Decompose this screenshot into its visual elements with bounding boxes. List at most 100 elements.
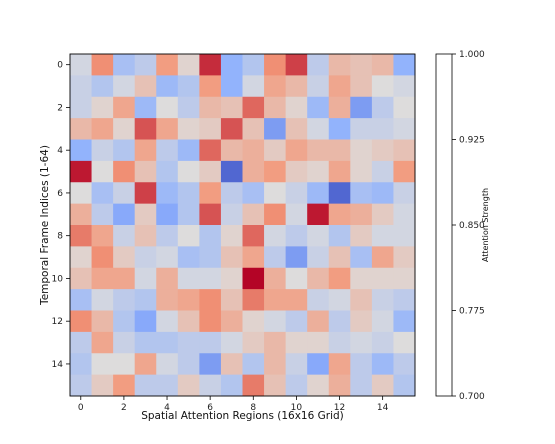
heatmap-cell bbox=[242, 225, 265, 247]
heatmap-cell bbox=[328, 246, 351, 269]
heatmap-cell bbox=[177, 267, 200, 290]
heatmap-cell bbox=[307, 267, 330, 290]
x-tick-label: 8 bbox=[250, 403, 256, 413]
heatmap-cell bbox=[91, 75, 114, 98]
heatmap-cell bbox=[134, 331, 157, 354]
heatmap-cell bbox=[393, 289, 416, 311]
heatmap-cell bbox=[307, 54, 330, 76]
heatmap-cell bbox=[134, 353, 157, 376]
heatmap-cell bbox=[371, 331, 394, 354]
colorbar-tick-label: 0.925 bbox=[459, 136, 485, 146]
heatmap-cell bbox=[177, 331, 200, 354]
heatmap-cell bbox=[393, 118, 416, 140]
heatmap-cell bbox=[91, 374, 114, 397]
heatmap-cell bbox=[134, 54, 157, 76]
heatmap-cell bbox=[91, 160, 114, 183]
heatmap-cell bbox=[371, 182, 394, 205]
heatmap-cell bbox=[242, 182, 265, 205]
heatmap-cell bbox=[70, 139, 92, 162]
heatmap-cell bbox=[70, 331, 92, 354]
heatmap-cell bbox=[156, 182, 179, 205]
heatmap-cell bbox=[350, 96, 373, 119]
heatmap-cell bbox=[70, 225, 92, 247]
x-tick-label: 4 bbox=[164, 403, 170, 413]
heatmap-cell bbox=[70, 353, 92, 376]
heatmap-cell bbox=[134, 182, 157, 205]
heatmap-cell bbox=[220, 289, 243, 311]
heatmap-cell bbox=[264, 225, 287, 247]
heatmap-cell bbox=[264, 182, 287, 205]
heatmap-cell bbox=[177, 246, 200, 269]
heatmap-cell bbox=[199, 374, 222, 397]
heatmap-cell bbox=[242, 374, 265, 397]
heatmap-cell bbox=[371, 289, 394, 311]
heatmap-cell bbox=[264, 310, 287, 333]
heatmap-cell bbox=[220, 160, 243, 183]
heatmap-cell bbox=[350, 374, 373, 397]
heatmap-cell bbox=[264, 54, 287, 76]
heatmap-cell bbox=[91, 118, 114, 140]
heatmap-cell bbox=[285, 203, 308, 226]
heatmap-cell bbox=[307, 118, 330, 140]
heatmap-cell bbox=[328, 374, 351, 397]
colorbar-tick-label: 0.775 bbox=[459, 307, 485, 317]
heatmap-cell bbox=[393, 96, 416, 119]
heatmap-cell bbox=[70, 96, 92, 119]
heatmap-cell bbox=[350, 203, 373, 226]
heatmap-cell bbox=[156, 96, 179, 119]
x-tick-label: 14 bbox=[377, 403, 389, 413]
heatmap-cell bbox=[285, 54, 308, 76]
heatmap-cell bbox=[264, 353, 287, 376]
heatmap-cell bbox=[177, 310, 200, 333]
heatmap-cell bbox=[264, 246, 287, 269]
heatmap-cell bbox=[199, 182, 222, 205]
heatmap-cell bbox=[328, 310, 351, 333]
heatmap-cell bbox=[177, 353, 200, 376]
heatmap-cell bbox=[70, 267, 92, 290]
heatmap-cell bbox=[285, 310, 308, 333]
heatmap-cell bbox=[134, 225, 157, 247]
heatmap-cell bbox=[199, 118, 222, 140]
heatmap-cell bbox=[393, 225, 416, 247]
heatmap-cell bbox=[307, 75, 330, 98]
heatmap-cell bbox=[70, 160, 92, 183]
heatmap-cell bbox=[199, 353, 222, 376]
heatmap-cell bbox=[199, 331, 222, 354]
heatmap-cell bbox=[199, 289, 222, 311]
y-axis-ticks: 0 2 4 6 8 10 12 14 bbox=[52, 61, 70, 370]
heatmap-cell bbox=[371, 96, 394, 119]
heatmap-cell bbox=[264, 374, 287, 397]
heatmap-cell bbox=[285, 75, 308, 98]
plot-frame bbox=[69, 53, 416, 397]
heatmap-cell bbox=[242, 75, 265, 98]
heatmap-cell bbox=[70, 75, 92, 98]
heatmap-cell bbox=[113, 203, 136, 226]
heatmap-cell bbox=[113, 225, 136, 247]
heatmap-cell bbox=[91, 353, 114, 376]
heatmap-cell bbox=[242, 139, 265, 162]
heatmap-cell bbox=[264, 203, 287, 226]
heatmap-cell bbox=[350, 182, 373, 205]
heatmap-cell bbox=[371, 225, 394, 247]
heatmap-cell bbox=[285, 96, 308, 119]
heatmap-cell bbox=[113, 374, 136, 397]
heatmap-cell bbox=[371, 353, 394, 376]
y-tick-label: 14 bbox=[52, 360, 64, 370]
heatmap-cell bbox=[220, 374, 243, 397]
heatmap-cell bbox=[113, 160, 136, 183]
y-tick-label: 12 bbox=[52, 317, 63, 327]
heatmap-cell bbox=[156, 353, 179, 376]
heatmap-cell bbox=[91, 267, 114, 290]
heatmap-cell bbox=[328, 203, 351, 226]
heatmap-cell bbox=[371, 267, 394, 290]
heatmap-cell bbox=[134, 246, 157, 269]
heatmap-cell bbox=[242, 54, 265, 76]
y-tick-label: 4 bbox=[57, 146, 63, 156]
heatmap-cell bbox=[177, 182, 200, 205]
heatmap-cell bbox=[350, 353, 373, 376]
heatmap-cell bbox=[156, 289, 179, 311]
heatmap-cell bbox=[285, 374, 308, 397]
heatmap-cell bbox=[350, 267, 373, 290]
heatmap-cell bbox=[393, 374, 416, 397]
heatmap-cell bbox=[113, 139, 136, 162]
